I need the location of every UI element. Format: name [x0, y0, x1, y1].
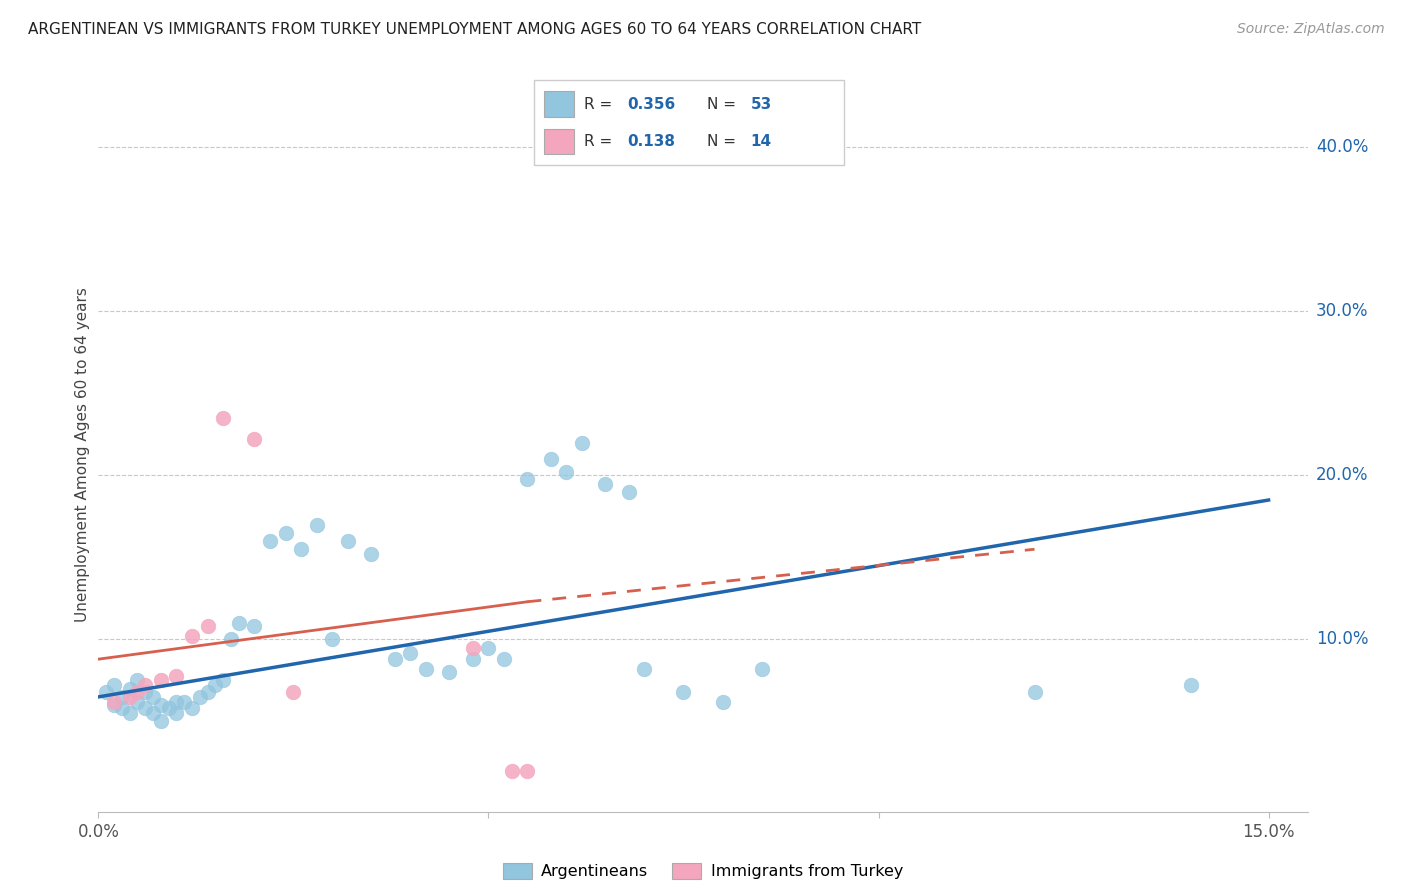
Point [384, 652, 406, 666]
Point [243, 619, 266, 633]
Point [197, 685, 219, 699]
Point [461, 640, 484, 655]
Point [337, 534, 360, 549]
Point [197, 619, 219, 633]
Point [477, 640, 499, 655]
Point [633, 662, 655, 676]
Point [415, 662, 437, 676]
Point [516, 472, 538, 486]
Point [118, 690, 141, 704]
Point [181, 701, 204, 715]
Point [571, 435, 593, 450]
Point [118, 706, 141, 721]
Point [1024, 685, 1046, 699]
Point [283, 685, 305, 699]
Point [111, 690, 134, 704]
Point [711, 695, 734, 709]
Point [461, 652, 484, 666]
Point [501, 764, 523, 778]
Text: N =: N = [707, 96, 741, 112]
Point [165, 706, 187, 721]
Point [617, 484, 640, 499]
Point [290, 542, 312, 557]
Point [134, 678, 156, 692]
Point [555, 465, 578, 479]
Point [149, 714, 172, 729]
Point [540, 452, 562, 467]
Y-axis label: Unemployment Among Ages 60 to 64 years: Unemployment Among Ages 60 to 64 years [75, 287, 90, 623]
Point [142, 706, 165, 721]
Text: 30.0%: 30.0% [1316, 302, 1368, 320]
Point [103, 695, 125, 709]
Point [516, 764, 538, 778]
Point [595, 476, 617, 491]
Point [228, 616, 250, 631]
Text: 0.356: 0.356 [627, 96, 675, 112]
Point [321, 632, 343, 647]
Text: 40.0%: 40.0% [1316, 138, 1368, 156]
Point [173, 695, 195, 709]
Text: 14: 14 [751, 134, 772, 149]
Text: N =: N = [707, 134, 741, 149]
Point [1180, 678, 1202, 692]
Point [149, 673, 172, 688]
FancyBboxPatch shape [534, 80, 844, 165]
Point [305, 517, 328, 532]
Legend: Argentineans, Immigrants from Turkey: Argentineans, Immigrants from Turkey [496, 856, 910, 886]
Bar [544, 91, 575, 117]
Point [134, 701, 156, 715]
Point [259, 534, 281, 549]
Point [165, 695, 187, 709]
Point [439, 665, 461, 680]
Point [672, 685, 695, 699]
Point [111, 701, 134, 715]
Point [399, 646, 422, 660]
Point [96, 685, 118, 699]
Point [181, 629, 204, 643]
Point [157, 701, 180, 715]
Point [751, 662, 773, 676]
Point [494, 652, 516, 666]
Text: R =: R = [583, 96, 617, 112]
Point [274, 525, 297, 540]
Text: 53: 53 [751, 96, 772, 112]
Point [118, 681, 141, 696]
Point [127, 695, 149, 709]
Point [103, 678, 125, 692]
Point [165, 668, 187, 682]
Point [243, 433, 266, 447]
Point [103, 698, 125, 712]
Text: 0.138: 0.138 [627, 134, 675, 149]
Text: ARGENTINEAN VS IMMIGRANTS FROM TURKEY UNEMPLOYMENT AMONG AGES 60 TO 64 YEARS COR: ARGENTINEAN VS IMMIGRANTS FROM TURKEY UN… [28, 22, 921, 37]
Point [212, 411, 235, 425]
Point [212, 673, 235, 688]
Point [127, 685, 149, 699]
Point [188, 690, 211, 704]
Point [142, 690, 165, 704]
Point [134, 685, 156, 699]
Point [219, 632, 242, 647]
Point [360, 547, 382, 561]
Bar [544, 128, 575, 154]
Text: 10.0%: 10.0% [1316, 631, 1368, 648]
Text: Source: ZipAtlas.com: Source: ZipAtlas.com [1237, 22, 1385, 37]
Point [127, 673, 149, 688]
Point [204, 678, 226, 692]
Text: R =: R = [583, 134, 617, 149]
Text: 20.0%: 20.0% [1316, 467, 1368, 484]
Point [149, 698, 172, 712]
